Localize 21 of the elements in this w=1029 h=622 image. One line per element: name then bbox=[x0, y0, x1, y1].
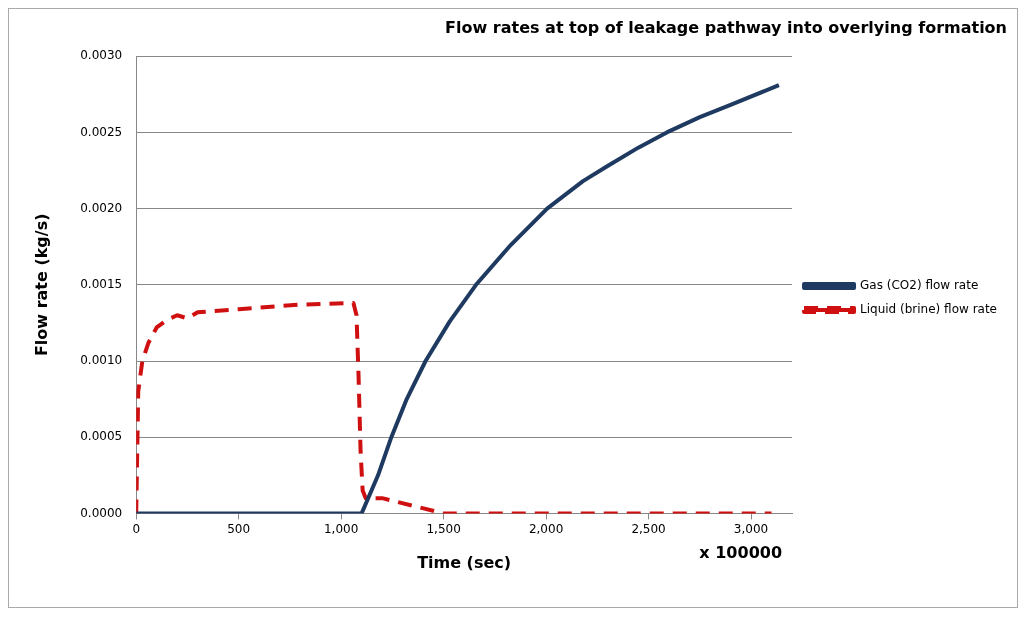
legend-label: Gas (CO2) flow rate bbox=[860, 278, 979, 293]
y-tick-label: 0.0005 bbox=[80, 429, 123, 444]
x-tick-label: 1,000 bbox=[323, 521, 359, 536]
chart-title: Flow rates at top of leakage pathway into overlying formation bbox=[445, 17, 1007, 37]
line-series bbox=[136, 301, 774, 514]
x-tick-label: 3,000 bbox=[733, 521, 769, 536]
y-tick-label: 0.0010 bbox=[80, 353, 123, 368]
text: x 100000 bbox=[699, 542, 783, 562]
y-tick-label: 0.0000 bbox=[80, 505, 123, 520]
y-tick-label: 0.0015 bbox=[80, 276, 123, 291]
y-tick-label: 0.0025 bbox=[80, 124, 123, 139]
x-axis-title: Time (sec) bbox=[417, 552, 512, 572]
y-axis-title: Flow rate (kg/s) bbox=[31, 213, 51, 357]
x-tick-label: 500 bbox=[227, 521, 251, 536]
x-tick-label: 2,500 bbox=[631, 521, 666, 536]
y-tick-label: 0.0030 bbox=[80, 48, 123, 63]
legend-label: Liquid (brine) flow rate bbox=[860, 302, 998, 317]
x-tick-label: 0 bbox=[132, 521, 141, 536]
x-tick-label: 1,500 bbox=[426, 521, 461, 536]
y-tick-label: 0.0020 bbox=[80, 200, 123, 215]
x-tick-label: 2,000 bbox=[528, 521, 564, 536]
